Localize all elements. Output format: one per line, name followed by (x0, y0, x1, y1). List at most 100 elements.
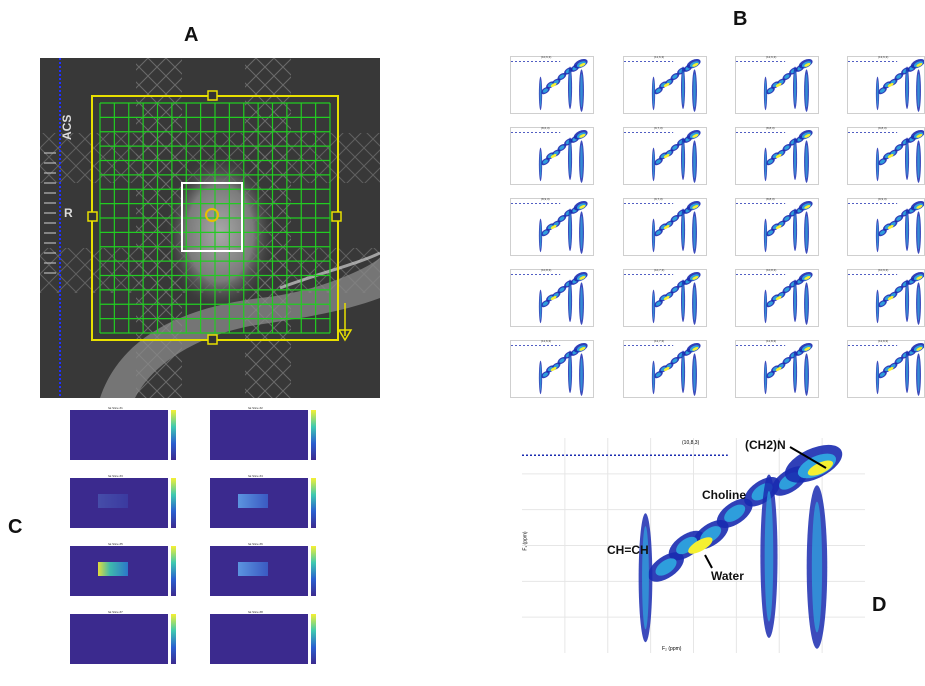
spectrum-thumbnail: (11,8,3) (735, 339, 819, 398)
spectrum-thumbnail-title: (11,6,3) (541, 339, 552, 343)
ruler-ticks (44, 152, 56, 274)
heatmap-colorbar (171, 478, 176, 528)
spectrum-thumbnail-plot (736, 342, 813, 396)
heatmap (70, 546, 176, 596)
spectrum-thumbnail-title: (8,8,3) (766, 197, 775, 201)
spectrum-thumbnail-title: (9,9,3) (878, 197, 887, 201)
heatmap-title: fat Slice #7 (108, 610, 123, 614)
orientation-label-r: R (64, 206, 73, 220)
handle-top[interactable] (207, 90, 218, 101)
spectrum-d-xlabel: F₂ (ppm) (662, 646, 682, 652)
heatmap-hotspot (238, 494, 268, 508)
spectrum-thumbnail: (11,6,3) (623, 55, 707, 114)
spectrum-thumbnail-plot (848, 58, 925, 112)
spectrum-thumbnail-title: (9,7,3) (654, 126, 663, 130)
spectrum-thumbnail-title: (12,6,3) (766, 55, 777, 59)
csi-grid (99, 102, 331, 334)
spectrum-thumbnail-plot (511, 129, 588, 183)
spectrum-thumbnail-title: (8,6,3) (541, 126, 550, 130)
spectrum-thumbnail-title: (9,7,3) (654, 197, 663, 201)
spectrum-thumbnail: (8,9,3) (510, 197, 594, 256)
heatmap-title: fat Slice #8 (248, 610, 263, 614)
spectrum-thumbnail-plot (736, 200, 813, 254)
spectrum-thumbnail: (13,6,3) (847, 55, 925, 114)
heatmap-colorbar (311, 410, 316, 460)
spectrum-thumbnail-plot (736, 271, 813, 325)
spectrum-thumbnail: (11,9,3) (847, 339, 925, 398)
spectrum-thumbnail: (8,6,3) (510, 126, 594, 185)
spectrum-thumbnail-title: (8,8,3) (766, 126, 775, 130)
spectrum-thumbnail: (8,8,3) (735, 126, 819, 185)
handle-bottom[interactable] (207, 334, 218, 345)
spectrum-thumbnail-plot (511, 271, 588, 325)
mri-image (40, 58, 380, 398)
handle-left[interactable] (87, 211, 98, 222)
annotation-water: Water (711, 569, 744, 583)
spectrum-thumbnail-plot (511, 342, 588, 396)
heatmap-colorbar (311, 478, 316, 528)
spectrum-thumbnail: (11,7,3) (623, 339, 707, 398)
handle-right[interactable] (331, 211, 342, 222)
spectrum-thumbnail-plot (624, 58, 701, 112)
heatmap-hotspot (98, 494, 128, 508)
spectrum-thumbnail-title: (13,6,3) (878, 55, 889, 59)
spectrum-thumbnail-plot (848, 342, 925, 396)
spectrum-thumbnail: (9,9,3) (847, 197, 925, 256)
heatmap (210, 546, 316, 596)
arrow-down-icon (337, 303, 353, 342)
spectrum-thumbnail-title: (10,7,3) (654, 268, 665, 272)
heatmap (210, 614, 316, 664)
heatmap-colorbar (171, 410, 176, 460)
spectrum-thumbnail-title: (10,9,3) (878, 268, 889, 272)
spectrum-thumbnail-title: (8,9,3) (541, 197, 550, 201)
spectrum-thumbnail-title: (11,6,3) (654, 55, 665, 59)
spectrum-thumbnail-plot (736, 58, 813, 112)
heatmap (210, 478, 316, 528)
voxel-center-marker[interactable] (205, 208, 219, 222)
panel-label-b: B (733, 8, 748, 30)
spectrum-thumbnail-plot (736, 129, 813, 183)
spectrum-thumbnail-title: (10,8,3) (766, 268, 777, 272)
heatmap-title: fat Slice #4 (248, 474, 263, 478)
heatmap-title: fat Slice #5 (108, 542, 123, 546)
heatmap (210, 410, 316, 460)
orientation-label-acs: ACS (60, 114, 74, 140)
spectrum-thumbnail-plot (624, 342, 701, 396)
spectrum-thumbnail-plot (624, 129, 701, 183)
panel-label-d: D (872, 594, 887, 616)
heatmap-colorbar (311, 614, 316, 664)
spectrum-thumbnail: (10,9,3) (847, 268, 925, 327)
spectrum-thumbnail-title: (10,6,3) (541, 55, 552, 59)
spectrum-thumbnail: (8,8,3) (735, 197, 819, 256)
spectrum-thumbnail-plot (848, 129, 925, 183)
panel-label-a: A (184, 24, 199, 46)
spectrum-thumbnail: (9,8,3) (847, 126, 925, 185)
spectrum-thumbnail-plot (624, 200, 701, 254)
spectrum-thumbnail-plot (511, 58, 588, 112)
spectrum-thumbnail: (10,7,3) (623, 268, 707, 327)
heatmap-hotspot (238, 562, 268, 576)
annotation-ch2n: (CH2)N (745, 438, 786, 452)
spectrum-d-plot (522, 438, 865, 653)
spectrum-thumbnail-title: (11,7,3) (654, 339, 665, 343)
spectrum-thumbnail: (10,8,3) (735, 268, 819, 327)
spectrum-thumbnail: (10,8,3) (510, 268, 594, 327)
heatmap-title: fat Slice #6 (248, 542, 263, 546)
spectrum-thumbnail-title: (10,8,3) (541, 268, 552, 272)
heatmap-title: fat Slice #3 (108, 474, 123, 478)
spectrum-thumbnail-plot (624, 271, 701, 325)
spectrum-thumbnail: (12,6,3) (735, 55, 819, 114)
annotation-chch: CH=CH (607, 543, 649, 557)
mri-image-panel: ACS R (40, 58, 380, 398)
heatmap-hotspot (98, 562, 128, 576)
annotation-choline: Choline (702, 488, 746, 502)
spectrum-d: (10,8,3) F₂ (ppm) F₁ (ppm) (522, 438, 865, 653)
selected-voxel-box[interactable] (181, 182, 243, 252)
spectrum-thumbnail-plot (848, 200, 925, 254)
spectrum-thumbnail-title: (11,8,3) (766, 339, 777, 343)
spectrum-thumbnail-plot (848, 271, 925, 325)
spectrum-thumbnail: (9,7,3) (623, 126, 707, 185)
spectrum-thumbnail: (9,7,3) (623, 197, 707, 256)
spectrum-thumbnail-plot (511, 200, 588, 254)
heatmap (70, 410, 176, 460)
